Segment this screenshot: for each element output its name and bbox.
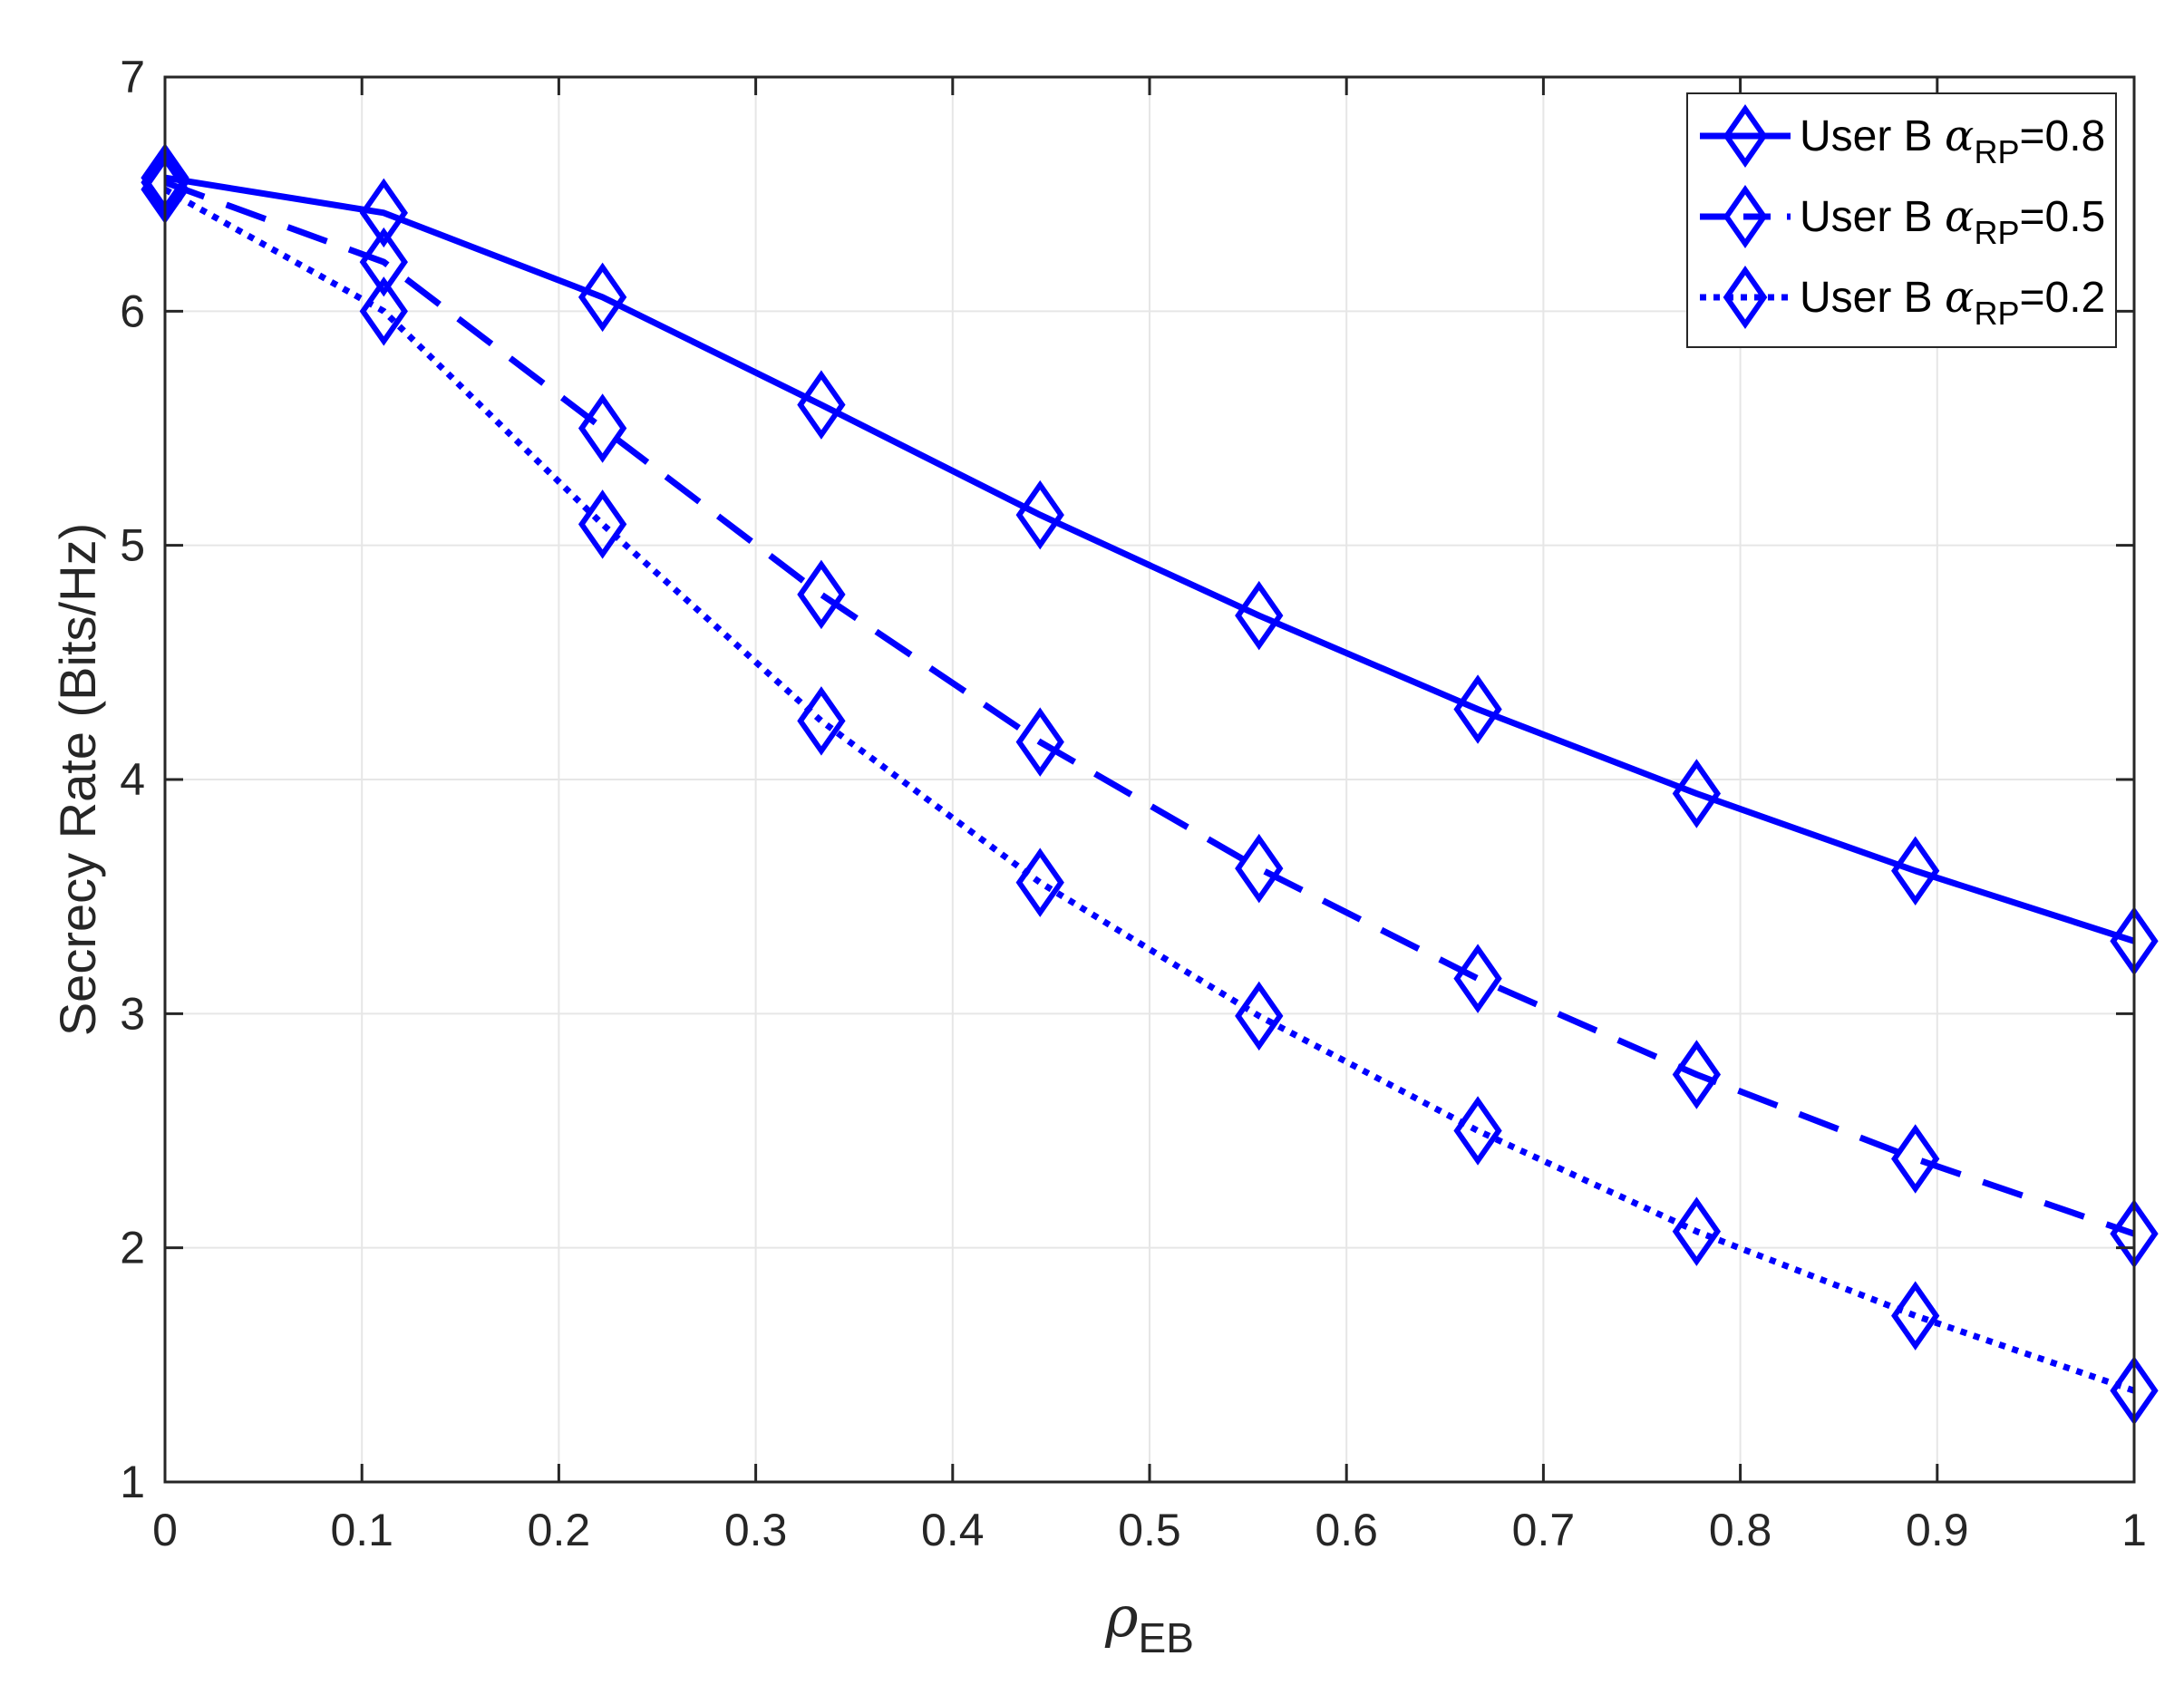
data-point-marker [797,370,846,440]
x-tick-label: 0 [152,1505,178,1555]
axis-ticks [163,75,2136,1484]
legend-label: User B αRP=0.5 [1800,191,2105,251]
data-point-marker [797,559,846,630]
data-point-marker [1453,674,1502,744]
data-point-marker [1235,981,1284,1051]
x-axis-title-subscript: EB [1139,1614,1194,1661]
x-tick-label: 0.2 [528,1505,591,1555]
legend-label: User B αRP=0.2 [1800,272,2105,332]
data-point-marker [1015,847,1064,917]
x-tick-label: 0.7 [1512,1505,1576,1555]
data-point-marker [797,686,846,756]
data-point-marker [578,489,627,559]
legend-label-subscript: RP [1974,295,2019,332]
series-markers [141,142,2159,1426]
legend-label-suffix: =0.2 [2019,274,2105,322]
data-point-marker [1015,707,1064,777]
data-point-marker [578,262,627,333]
y-tick-labels: 1 2 3 4 5 6 7 [120,52,145,1507]
legend-label-symbol: α [1945,191,1974,242]
y-tick-label: 6 [120,286,145,336]
x-tick-labels: 0 0.1 0.2 0.3 0.4 0.5 0.6 0.7 0.8 0.9 1 [152,1505,2147,1555]
legend-label-symbol: α [1945,111,1974,161]
data-point-marker [1672,1196,1722,1266]
data-point-marker [578,393,627,463]
data-point-marker [1891,836,1940,905]
legend-marker [1723,266,1768,329]
x-axis-title-symbol: ρ [1104,1583,1138,1650]
y-tick-label: 2 [120,1223,145,1273]
legend-label-prefix: User B [1800,112,1945,160]
data-point-marker [1891,1281,1940,1351]
data-point-marker [1891,1124,1940,1194]
legend-label-symbol: α [1945,272,1974,323]
x-tick-label: 0.4 [921,1505,985,1555]
x-tick-label: 1 [2121,1505,2147,1555]
y-tick-label: 7 [120,52,145,102]
legend-label-prefix: User B [1800,274,1945,322]
x-tick-label: 0.6 [1315,1505,1378,1555]
legend-label-prefix: User B [1800,193,1945,241]
y-tick-label: 1 [120,1457,145,1507]
x-tick-label: 0.1 [330,1505,393,1555]
x-tick-label: 0.8 [1709,1505,1772,1555]
data-point-marker [359,227,408,297]
legend-label-subscript: RP [1974,133,2019,170]
data-point-marker [1235,580,1284,651]
x-axis-title: ρEB [1104,1583,1194,1661]
legend-label-suffix: =0.8 [2019,112,2105,160]
x-tick-label: 0.3 [724,1505,788,1555]
series-line [163,179,2136,1237]
data-point-marker [1672,759,1722,828]
y-tick-label: 5 [120,520,145,571]
data-point-marker [1015,479,1064,550]
y-tick-label: 3 [120,988,145,1039]
data-point-marker [1453,944,1502,1013]
data-point-marker [359,178,408,248]
legend-label-suffix: =0.5 [2019,193,2105,241]
data-point-marker [1453,1096,1502,1166]
legend-label: User B αRP=0.8 [1800,111,2105,170]
grid-lines [165,77,2134,1482]
x-tick-label: 0.5 [1118,1505,1181,1555]
legend-label-subscript: RP [1974,214,2019,251]
y-axis-title: Secrecy Rate (Bits/Hz) [49,523,106,1036]
y-tick-label: 4 [120,754,145,805]
data-point-marker [1672,1040,1722,1109]
data-point-marker [359,276,408,346]
series-lines [163,174,2136,1394]
series-line [164,174,2136,944]
legend-marker [1723,185,1768,248]
legend-marker [1723,104,1768,168]
data-point-marker [1235,833,1284,904]
x-tick-label: 0.9 [1906,1505,1969,1555]
